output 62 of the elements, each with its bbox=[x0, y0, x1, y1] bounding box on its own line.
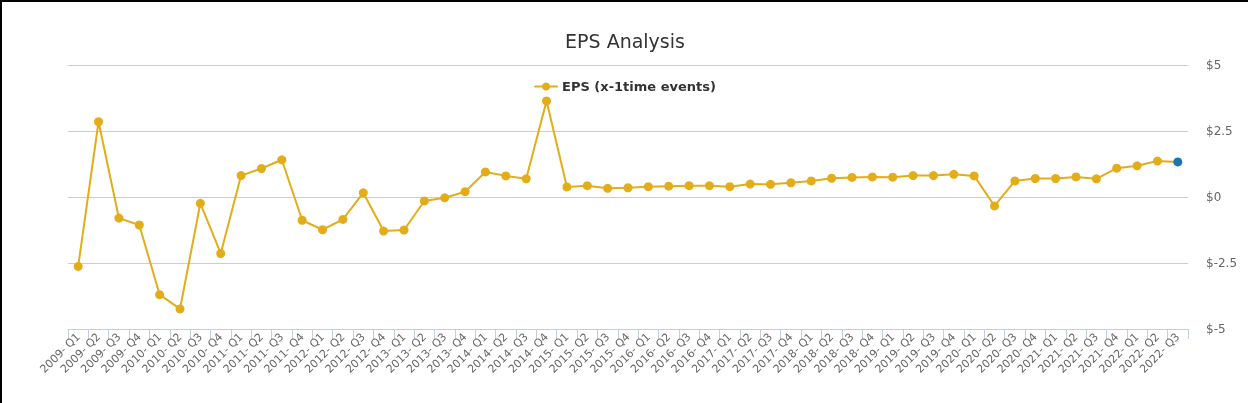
point bbox=[480, 167, 490, 177]
point bbox=[888, 172, 898, 182]
point bbox=[1173, 157, 1183, 167]
point bbox=[827, 173, 837, 183]
point bbox=[643, 182, 653, 192]
point bbox=[704, 181, 714, 191]
point bbox=[684, 181, 694, 191]
point bbox=[1030, 174, 1040, 184]
point bbox=[134, 220, 144, 230]
point bbox=[949, 169, 959, 179]
point bbox=[216, 249, 226, 258]
point bbox=[1112, 163, 1122, 173]
point bbox=[236, 171, 246, 181]
point bbox=[256, 163, 266, 173]
y-tick-label: $-2.5 bbox=[1206, 256, 1238, 270]
point bbox=[725, 182, 735, 192]
point bbox=[379, 226, 389, 236]
point bbox=[297, 215, 307, 225]
point bbox=[1091, 174, 1101, 184]
point bbox=[175, 304, 185, 314]
point bbox=[582, 181, 592, 191]
point bbox=[338, 214, 348, 224]
point bbox=[990, 201, 1000, 211]
point bbox=[318, 225, 328, 235]
point bbox=[440, 193, 450, 203]
point bbox=[1132, 161, 1142, 171]
point bbox=[664, 181, 674, 191]
point bbox=[460, 187, 470, 197]
point bbox=[542, 96, 552, 106]
point bbox=[969, 171, 979, 181]
point bbox=[1152, 156, 1162, 166]
point bbox=[419, 196, 429, 206]
point bbox=[908, 171, 918, 181]
point bbox=[603, 183, 613, 193]
point bbox=[928, 171, 938, 181]
point bbox=[1071, 172, 1081, 182]
chart-title: EPS Analysis bbox=[565, 29, 685, 52]
y-tick-label: $0 bbox=[1206, 190, 1222, 204]
point bbox=[73, 261, 83, 271]
point bbox=[786, 178, 796, 188]
point bbox=[1051, 174, 1061, 184]
point bbox=[745, 179, 755, 189]
point bbox=[806, 176, 816, 186]
point bbox=[766, 179, 776, 189]
legend-label: EPS (x-1time events) bbox=[562, 79, 716, 94]
y-tick-label: $2.5 bbox=[1206, 124, 1233, 138]
point bbox=[623, 183, 633, 193]
point bbox=[155, 290, 165, 300]
y-tick-label: $5 bbox=[1206, 58, 1222, 72]
point bbox=[521, 174, 531, 184]
point bbox=[195, 198, 205, 208]
point bbox=[114, 213, 124, 223]
point bbox=[277, 155, 287, 165]
point bbox=[847, 172, 857, 182]
y-tick-label: $-5 bbox=[1206, 322, 1226, 336]
point bbox=[1010, 176, 1020, 186]
point bbox=[867, 172, 877, 182]
point bbox=[501, 171, 511, 181]
point bbox=[399, 225, 409, 235]
point bbox=[94, 117, 104, 127]
point bbox=[562, 182, 572, 192]
point bbox=[358, 188, 368, 198]
